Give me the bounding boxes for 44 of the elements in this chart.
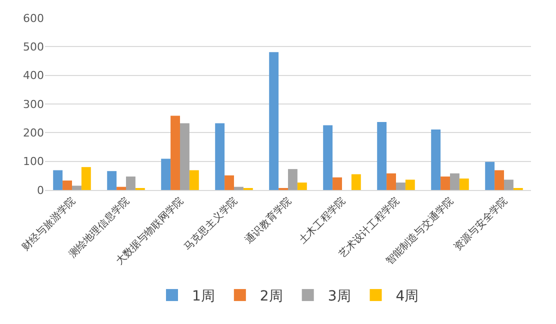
legend-label: 1周 [192,288,215,304]
y-tick-label: 400 [23,69,44,82]
bar [107,171,117,190]
bar [215,123,225,190]
y-tick-label: 0 [37,184,44,197]
bar [269,52,279,190]
bar [297,182,307,190]
bar [431,130,441,190]
bar [351,174,361,190]
y-tick-label: 100 [23,155,44,168]
y-tick-label: 300 [23,98,44,111]
bar [53,170,63,190]
bar [81,167,91,190]
bar [485,162,495,190]
y-tick-label: 500 [23,40,44,54]
bar [504,180,514,190]
bar [396,182,406,190]
y-tick-label: 600 [23,12,44,25]
bar [189,170,199,190]
legend-label: 2周 [260,288,283,304]
bar [386,173,396,190]
bar [161,158,171,190]
bar [170,116,180,190]
bar [440,176,450,190]
bar [494,170,504,190]
bar [450,173,460,190]
bar [332,177,342,190]
y-tick-label: 200 [23,126,44,140]
bar [234,186,244,190]
bar [72,186,82,190]
legend-label: 4周 [396,288,419,304]
bar [126,176,136,190]
bar [180,123,190,190]
bar [323,125,333,190]
x-tick-label: 通识教育学院 [242,195,294,246]
legend-label: 3周 [328,288,351,304]
bar [377,122,387,190]
bar [224,175,234,190]
bar [116,186,126,190]
bar [62,180,72,190]
bar [288,169,298,190]
bar [459,178,469,190]
x-tick-label: 土木工程学院 [296,195,348,246]
bar [405,180,415,190]
